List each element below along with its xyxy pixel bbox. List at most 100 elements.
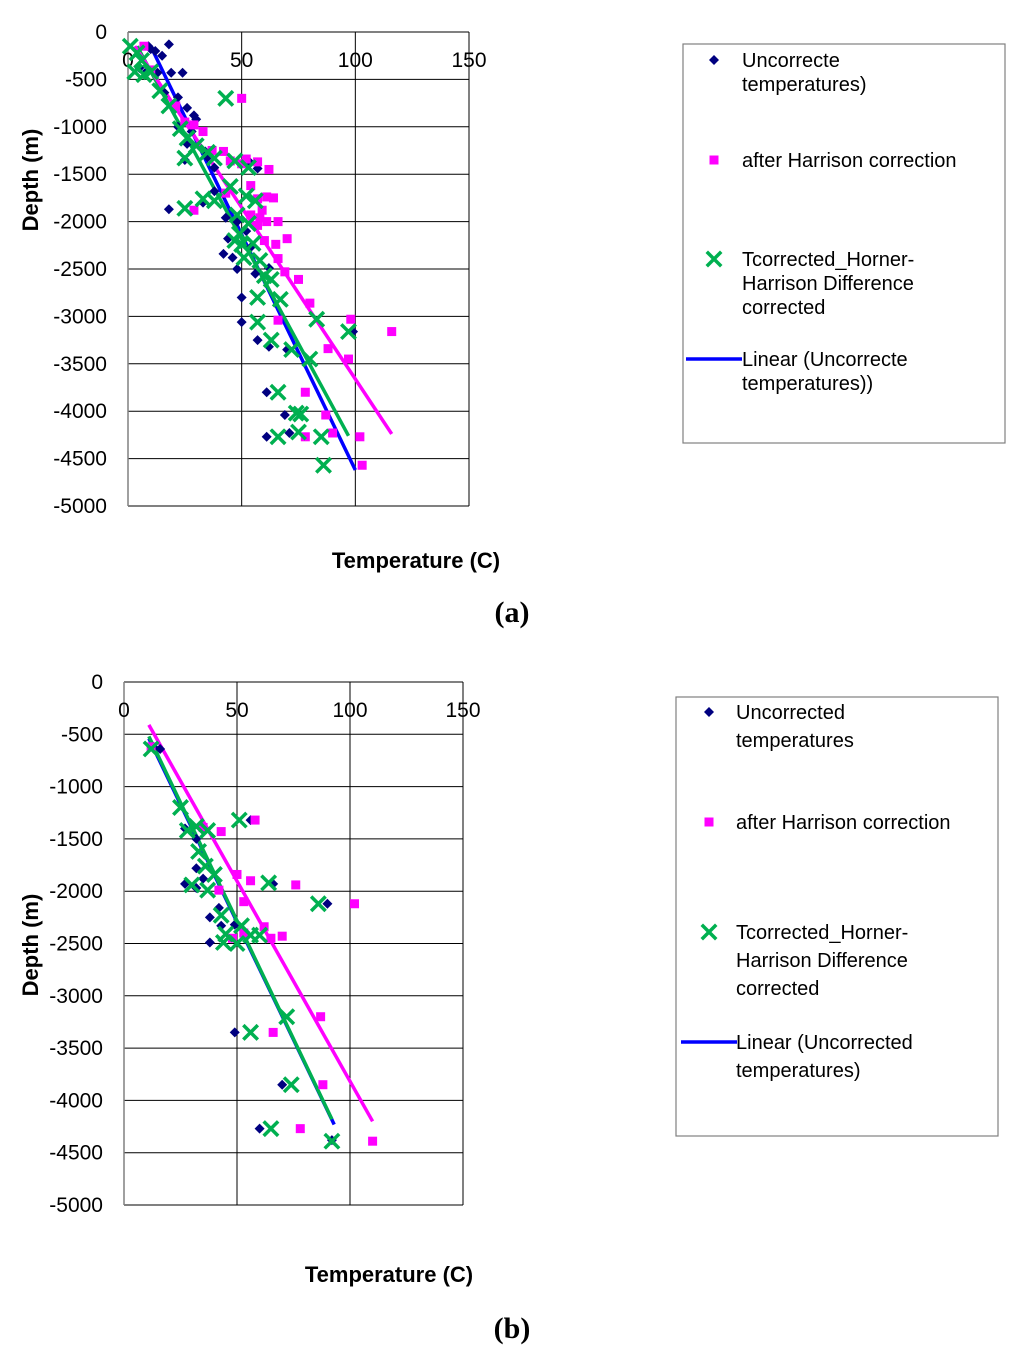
legend-label-horner-b-0: Tcorrected_Horner-	[736, 922, 908, 944]
legend-marker-harrison-b	[704, 817, 714, 827]
y-axis-title-b: Depth (m)	[18, 894, 43, 997]
x-axis-title-a: Temperature (C)	[332, 548, 500, 573]
data-point-horner-b-13	[228, 935, 246, 952]
data-point-horner-a-18	[176, 199, 194, 217]
data-point-harrison-a-2	[171, 101, 181, 111]
data-point-harrison-b-5	[232, 869, 242, 879]
data-point-horner-a-6	[151, 82, 169, 100]
data-point-horner-a-41	[292, 405, 310, 423]
data-point-harrison-b-11	[266, 933, 276, 943]
x-tick-label-b-0: 0	[118, 699, 130, 722]
data-point-harrison-a-13	[246, 181, 256, 191]
data-point-uncorrected-a-25	[163, 204, 174, 215]
y-tick-label-b-1: -500	[61, 723, 103, 746]
data-point-horner-a-44	[312, 428, 330, 446]
x-tick-label-a-0: 0	[122, 49, 134, 72]
data-point-uncorrected-a-3	[157, 50, 168, 61]
data-points-b	[142, 740, 378, 1150]
data-point-harrison-b-15	[316, 1012, 326, 1022]
gridlines-b	[124, 681, 464, 1206]
data-point-harrison-b-19	[368, 1136, 378, 1146]
data-point-horner-a-35	[283, 341, 301, 359]
y-tick-label-a-8: -4000	[53, 400, 107, 423]
x-tick-label-a-3: 150	[451, 49, 486, 72]
gridlines-a	[128, 31, 470, 507]
data-point-harrison-b-7	[239, 897, 249, 907]
data-point-horner-b-24	[323, 1132, 341, 1150]
legend-label-horner-b-2: corrected	[736, 978, 819, 1000]
data-point-harrison-a-42	[189, 205, 199, 215]
data-point-harrison-b-9	[239, 928, 249, 938]
data-point-horner-a-39	[269, 383, 287, 401]
data-point-uncorrected-b-7	[198, 873, 209, 884]
y-tick-label-a-5: -2500	[53, 258, 107, 281]
data-point-horner-a-30	[262, 270, 280, 288]
data-point-uncorrected-a-34	[232, 264, 243, 274]
data-point-harrison-a-26	[273, 254, 283, 264]
data-point-uncorrected-a-2	[150, 45, 161, 56]
data-point-uncorrected-a-4	[163, 39, 174, 50]
data-point-harrison-a-39	[355, 432, 365, 442]
y-tick-label-a-1: -500	[65, 68, 107, 91]
data-point-harrison-a-23	[259, 236, 269, 246]
y-tick-labels-b: 0 -500 -1000 -1500 -2000 -2500 -3000 -3500 -4000…	[49, 671, 103, 1217]
data-point-horner-b-8	[199, 881, 217, 899]
data-point-horner-b-21	[278, 1008, 296, 1026]
data-point-uncorrected-a-12	[182, 102, 193, 113]
data-points-a	[121, 37, 397, 474]
data-point-harrison-a-29	[305, 298, 315, 308]
legend-label-linear-a-0: Linear (Uncorrecte	[742, 349, 908, 371]
y-tick-label-a-7: -3500	[53, 353, 107, 376]
legend-label-harrison-a-0: after Harrison correction	[742, 150, 957, 172]
data-point-horner-b-1	[172, 799, 189, 816]
y-tick-label-a-3: -1500	[53, 163, 107, 186]
y-axis-title-a: Depth (m)	[18, 129, 43, 232]
legend-marker-horner-a	[705, 250, 723, 268]
data-point-horner-b-0	[142, 740, 160, 758]
data-point-harrison-b-14	[350, 899, 360, 909]
data-point-horner-a-40	[287, 404, 305, 422]
chart-panel-b: 0 -500 -1000 -1500 -2000 -2500 -3000 -3500 -4000…	[18, 671, 999, 1345]
data-point-harrison-a-25	[282, 234, 292, 244]
data-point-harrison-a-5	[198, 127, 208, 137]
legend-label-horner-a-2: corrected	[742, 297, 825, 319]
legend-label-horner-a-1: Harrison Difference	[742, 273, 914, 295]
data-point-harrison-b-13	[291, 880, 301, 890]
legend-label-horner-a-0: Tcorrected_Horner-	[742, 249, 914, 271]
y-tick-label-b-9: -4500	[49, 1142, 103, 1165]
data-point-horner-b-7	[183, 876, 201, 894]
data-point-horner-a-33	[249, 313, 267, 331]
y-tick-label-a-6: -3000	[53, 305, 107, 328]
legend-label-linear-a-1: temperatures))	[742, 373, 873, 395]
data-point-horner-a-5	[142, 63, 160, 81]
y-tick-label-a-0: 0	[95, 21, 107, 44]
data-point-horner-a-45	[315, 456, 332, 474]
data-point-horner-a-11	[176, 149, 194, 167]
data-point-horner-a-19	[221, 178, 239, 195]
x-tick-labels-a: 0 50 100 150	[122, 49, 486, 72]
legend-label-uncorrected-a-1: temperatures)	[742, 74, 867, 96]
data-point-harrison-a-34	[387, 327, 397, 337]
legend-box-b	[675, 696, 999, 1137]
data-point-horner-a-17	[205, 192, 223, 210]
legend-box-a	[682, 43, 1006, 444]
data-point-harrison-a-31	[323, 344, 333, 354]
y-tick-label-b-5: -2500	[49, 933, 103, 956]
legend-label-uncorrected-b-0: Uncorrected	[736, 702, 845, 724]
data-point-harrison-a-36	[321, 410, 331, 420]
chart-panel-a: 0 -500 -1000 -1500 -2000 -2500 -3000 -3500 -4000…	[18, 21, 1006, 629]
y-tick-label-b-8: -4000	[49, 1089, 103, 1112]
data-point-horner-b-18	[260, 874, 278, 892]
data-point-harrison-a-22	[253, 220, 263, 230]
y-tick-label-b-6: -3000	[49, 985, 103, 1008]
x-tick-labels-b: 0 50 100 150	[118, 699, 480, 722]
legend-marker-uncorrected-a	[709, 55, 719, 65]
data-point-horner-b-2	[178, 822, 196, 840]
data-point-horner-a-8	[171, 120, 189, 138]
data-point-harrison-b-3	[250, 815, 260, 825]
data-point-harrison-a-7	[218, 146, 228, 156]
data-point-horner-a-31	[249, 288, 267, 306]
data-point-uncorrected-b-11	[204, 937, 215, 948]
data-point-horner-b-16	[251, 926, 269, 944]
data-point-harrison-a-17	[257, 205, 267, 215]
